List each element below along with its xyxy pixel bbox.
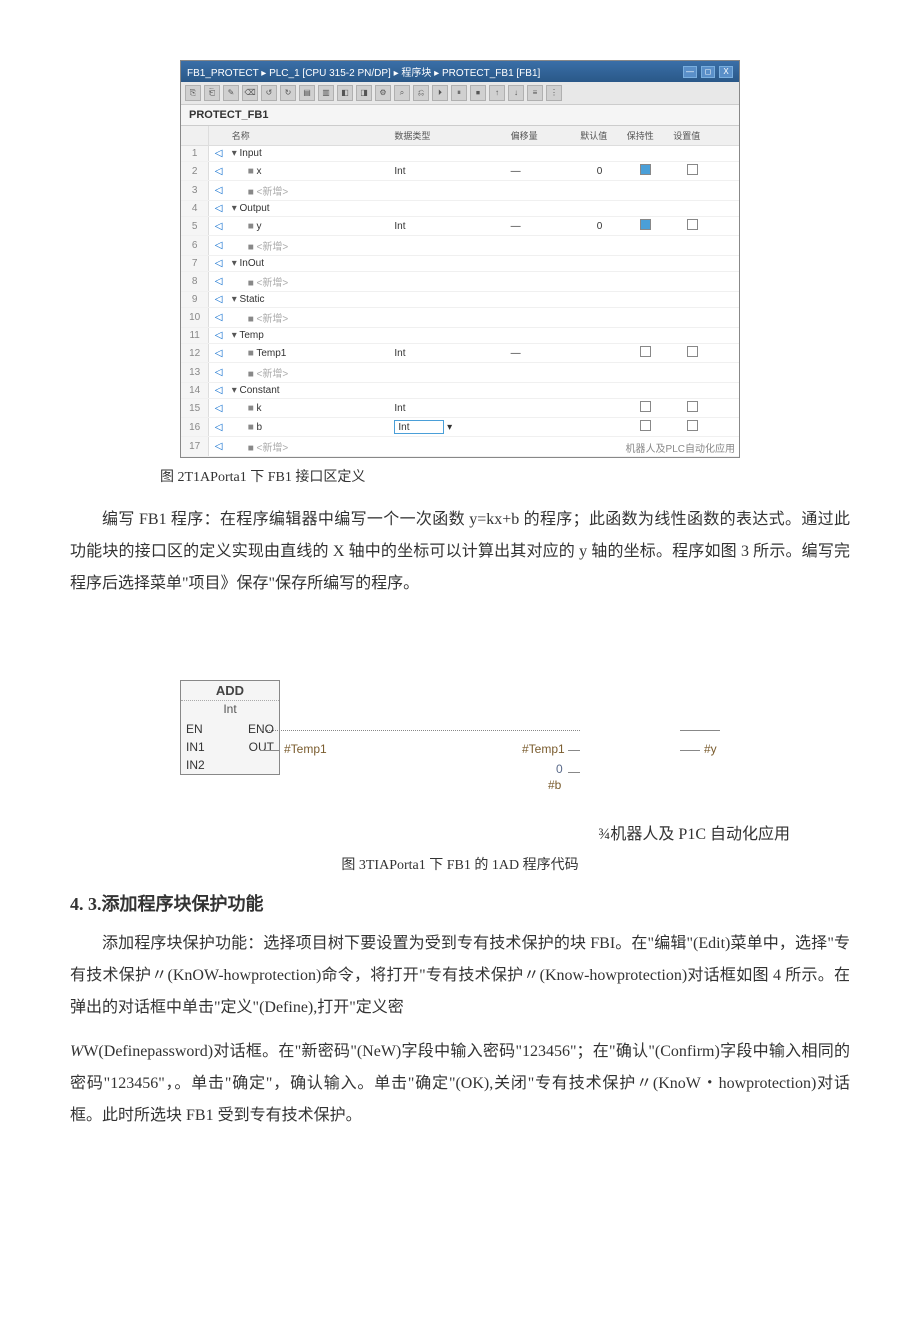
eno-out-wire xyxy=(680,730,720,731)
col-default: 默认值 xyxy=(576,126,622,146)
tool-icon[interactable]: ⌕ xyxy=(394,85,410,101)
table-row[interactable]: 3◁■ <新增> xyxy=(181,181,739,201)
table-row[interactable]: 1◁▾ Input xyxy=(181,146,739,162)
table-row[interactable]: 12◁■ Temp1Int— xyxy=(181,344,739,363)
b-label: #b xyxy=(548,778,561,792)
col-set: 设置值 xyxy=(669,126,715,146)
table-row[interactable]: 17◁■ <新增> xyxy=(181,437,739,457)
tia-breadcrumb: FB1_PROTECT ▸ PLC_1 [CPU 315-2 PN/DP] ▸ … xyxy=(187,64,540,79)
table-row[interactable]: 15◁■ kInt xyxy=(181,399,739,418)
tool-icon[interactable]: ✎ xyxy=(223,85,239,101)
temp1-out-label: #Temp1 xyxy=(284,742,327,756)
block-header: PROTECT_FB1 xyxy=(181,105,739,126)
minimize-button[interactable]: — xyxy=(683,66,697,78)
table-row[interactable]: 9◁▾ Static xyxy=(181,292,739,308)
tool-icon[interactable]: ⎗ xyxy=(204,85,220,101)
tool-icon[interactable]: ⏸ xyxy=(451,85,467,101)
add-en: EN xyxy=(186,722,203,736)
watermark-2: ¾机器人及 P1C 自动化应用 xyxy=(70,820,790,844)
tool-icon[interactable]: ⎌ xyxy=(413,85,429,101)
section-heading-4-3: 4. 3.添加程序块保护功能 xyxy=(70,890,850,916)
add-title: ADD xyxy=(181,681,279,701)
tool-icon[interactable]: ↓ xyxy=(508,85,524,101)
tool-icon[interactable]: ⏵ xyxy=(432,85,448,101)
tia-window: FB1_PROTECT ▸ PLC_1 [CPU 315-2 PN/DP] ▸ … xyxy=(180,60,740,458)
col-keep: 保持性 xyxy=(623,126,669,146)
figure-3-container: MUL Int ENO OUT ADD Int ENENO IN1OUT IN2… xyxy=(70,680,850,810)
close-button[interactable]: X xyxy=(719,66,733,78)
table-row[interactable]: 14◁▾ Constant xyxy=(181,383,739,399)
tool-icon[interactable]: ⋮ xyxy=(546,85,562,101)
tool-icon[interactable]: ◧ xyxy=(337,85,353,101)
tool-icon[interactable]: ⚙ xyxy=(375,85,391,101)
figure-2-container: FB1_PROTECT ▸ PLC_1 [CPU 315-2 PN/DP] ▸ … xyxy=(70,60,850,458)
add-block: ADD Int EN ENO IN1 OUT IN2 xyxy=(180,680,280,775)
interface-table: 名称 数据类型 偏移量 默认值 保持性 设置值 1◁▾ Input2◁■ xIn… xyxy=(181,126,739,457)
tool-icon[interactable]: ↺ xyxy=(261,85,277,101)
figure-2-caption: 图 2T1APorta1 下 FB1 接口区定义 xyxy=(160,466,850,486)
table-row[interactable]: 6◁■ <新增> xyxy=(181,236,739,256)
table-row[interactable]: 4◁▾ Output xyxy=(181,201,739,217)
table-row[interactable]: 2◁■ xInt—0 xyxy=(181,162,739,181)
table-row[interactable]: 16◁■ bInt ▾ xyxy=(181,418,739,437)
tool-icon[interactable]: ▥ xyxy=(318,85,334,101)
add-in2: IN2 xyxy=(186,758,205,772)
add-in1: IN1 xyxy=(186,740,205,754)
tool-icon[interactable]: ⌫ xyxy=(242,85,258,101)
table-row[interactable]: 11◁▾ Temp xyxy=(181,328,739,344)
table-row[interactable]: 10◁■ <新增> xyxy=(181,308,739,328)
y-label: #y xyxy=(704,742,717,756)
out-wire-mul xyxy=(260,750,280,751)
lad-diagram: MUL Int ENO OUT ADD Int ENENO IN1OUT IN2… xyxy=(180,680,740,810)
table-row[interactable]: 8◁■ <新增> xyxy=(181,272,739,292)
in2-wire xyxy=(568,772,580,773)
table-row[interactable]: 7◁▾ InOut xyxy=(181,256,739,272)
add-eno: ENO xyxy=(248,722,274,736)
tia-titlebar: FB1_PROTECT ▸ PLC_1 [CPU 315-2 PN/DP] ▸ … xyxy=(181,61,739,82)
table-row[interactable]: 13◁■ <新增> xyxy=(181,363,739,383)
add-out: OUT xyxy=(249,740,274,754)
table-header-row: 名称 数据类型 偏移量 默认值 保持性 设置值 xyxy=(181,126,739,146)
tool-icon[interactable]: ≡ xyxy=(527,85,543,101)
paragraph-2: 添加程序块保护功能：选择项目树下要设置为受到专有技术保护的块 FBI。在"编辑"… xyxy=(70,928,850,1024)
window-buttons: — ◻ X xyxy=(683,66,733,78)
paragraph-3: WW(Definepassword)对话框。在"新密码"(NeW)字段中输入密码… xyxy=(70,1036,850,1132)
tool-icon[interactable]: ↑ xyxy=(489,85,505,101)
tool-icon[interactable]: ◨ xyxy=(356,85,372,101)
add-sub: Int xyxy=(181,701,279,720)
table-row[interactable]: 5◁■ yInt—0 xyxy=(181,217,739,236)
figure-3-caption: 图 3TIAPorta1 下 FB1 的 1AD 程序代码 xyxy=(70,854,850,874)
zero-label: 0 xyxy=(556,762,563,776)
tool-icon[interactable]: ⎘ xyxy=(185,85,201,101)
tool-icon[interactable]: ▤ xyxy=(299,85,315,101)
tia-body: PROTECT_FB1 名称 数据类型 偏移量 默认值 保持性 设置值 xyxy=(181,105,739,457)
col-type: 数据类型 xyxy=(390,126,506,146)
in1-wire xyxy=(568,750,580,751)
col-offset: 偏移量 xyxy=(507,126,577,146)
tool-icon[interactable]: ↻ xyxy=(280,85,296,101)
temp1-in-label: #Temp1 xyxy=(522,742,565,756)
col-name: 名称 xyxy=(228,126,391,146)
maximize-button[interactable]: ◻ xyxy=(701,66,715,78)
out-wire-add xyxy=(680,750,700,751)
tia-toolbar: ⎘ ⎗ ✎ ⌫ ↺ ↻ ▤ ▥ ◧ ◨ ⚙ ⌕ ⎌ ⏵ ⏸ ⏹ ↑ ↓ ≡ ⋮ xyxy=(181,82,739,105)
tool-icon[interactable]: ⏹ xyxy=(470,85,486,101)
paragraph-1: 编写 FB1 程序：在程序编辑器中编写一个一次函数 y=kx+b 的程序；此函数… xyxy=(70,504,850,600)
eno-wire xyxy=(260,730,580,731)
